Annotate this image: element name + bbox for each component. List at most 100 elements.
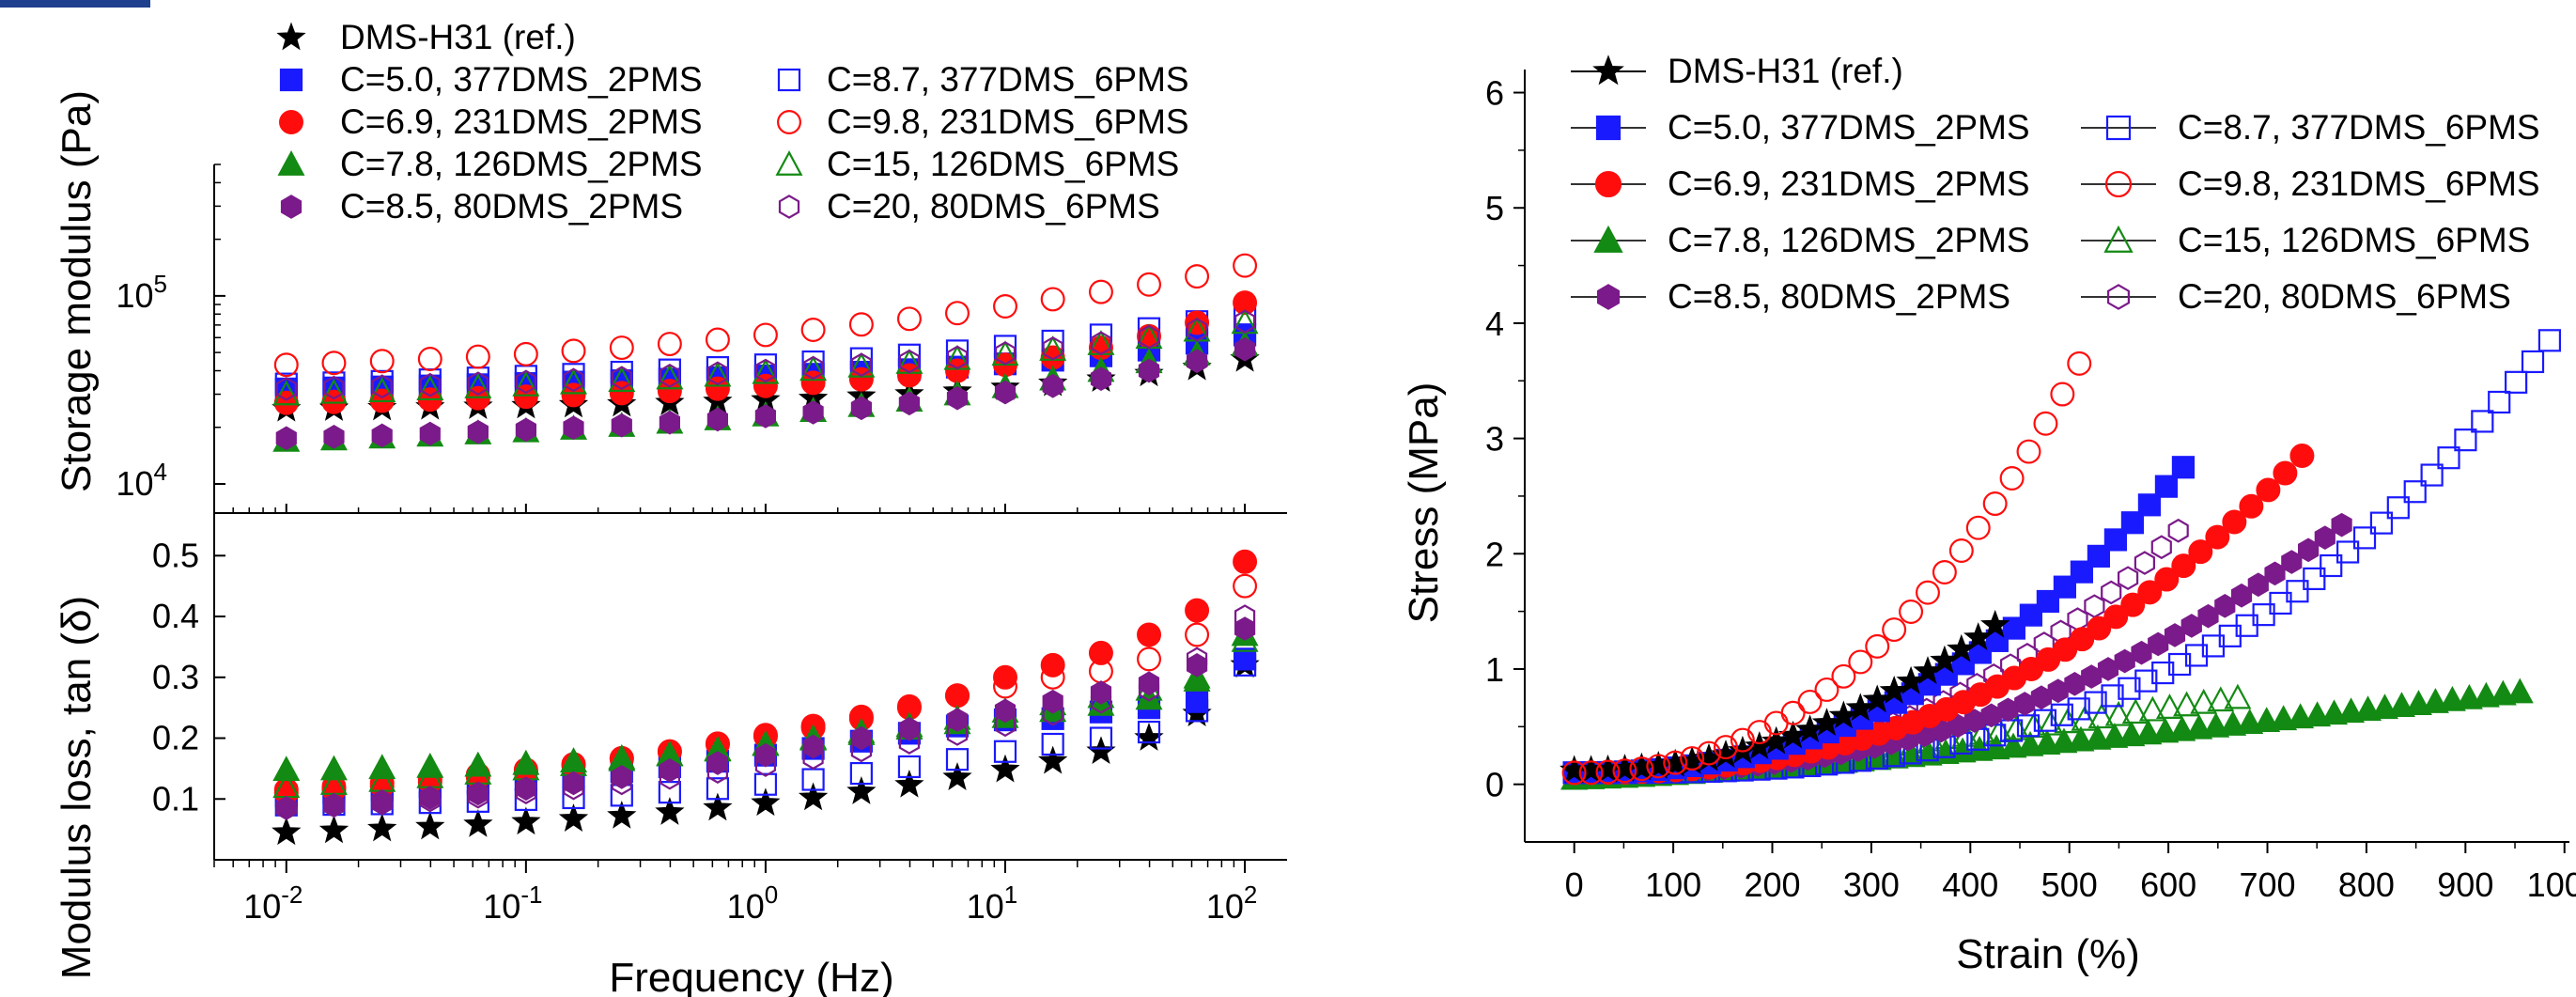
loss-point-DMS-H31 xyxy=(990,754,1020,783)
loss-point-C20 xyxy=(1042,701,1063,726)
curve-point-C15 xyxy=(2104,700,2133,726)
strain-x-label: Strain (%) xyxy=(1956,931,2140,977)
loss-point-C8.5 xyxy=(563,771,584,796)
storage-point-C8.5 xyxy=(611,413,632,438)
storage-point-C20 xyxy=(850,352,873,378)
curve-point-C8.7 xyxy=(2016,714,2041,738)
legend-label-C20: C=20, 80DMS_6PMS xyxy=(2178,277,2511,316)
loss-point-C6.9 xyxy=(1088,640,1113,665)
curve-point-DMS-H31 xyxy=(1761,725,1792,755)
loss-point-DMS-H31 xyxy=(1038,745,1068,774)
curve-point-C20 xyxy=(2150,535,2172,560)
curve-point-C9.8 xyxy=(1916,580,1940,605)
curve-point-C8.7 xyxy=(2033,709,2057,732)
storage-point-C9.8 xyxy=(369,349,395,374)
header-accent-bar xyxy=(0,0,150,8)
freq-tick-label: 102 xyxy=(1206,880,1258,926)
curve-point-C15 xyxy=(2224,683,2252,709)
storage-point-C15 xyxy=(704,361,732,387)
curve-point-C8.7 xyxy=(2067,697,2090,721)
loss-point-C6.9 xyxy=(993,664,1017,690)
storage-point-C15 xyxy=(752,358,780,384)
legend-label-C15: C=15, 126DMS_6PMS xyxy=(2178,221,2530,259)
loss-point-C8.7 xyxy=(1089,726,1113,750)
loss-point-DMS-H31 xyxy=(894,769,924,798)
loss-point-C8.7 xyxy=(1233,653,1257,677)
storage-y-ticks: 104 105 xyxy=(116,164,225,503)
legend-label-C15: C=15, 126DMS_6PMS xyxy=(827,145,1179,183)
loss-point-DMS-H31 xyxy=(318,815,349,844)
curve-point-C9.8 xyxy=(1646,754,1671,779)
legend-marker-C5.0 xyxy=(279,68,303,92)
loss-tick-label: 0.1 xyxy=(152,779,199,818)
legend-marker-C20 xyxy=(778,195,800,219)
curve-point-DMS-H31 xyxy=(1879,675,1909,704)
storage-point-C8.5 xyxy=(898,391,921,416)
storage-point-C9.8 xyxy=(1040,287,1065,312)
storage-point-C8.5 xyxy=(754,404,777,428)
loss-point-C20 xyxy=(371,790,393,816)
loss-point-C20 xyxy=(419,787,441,813)
stress-tick-label: 1 xyxy=(1485,650,1504,689)
curve-point-C20 xyxy=(2118,566,2139,590)
storage-point-C6.9 xyxy=(753,373,778,398)
loss-point-C8.7 xyxy=(706,777,730,801)
curve-point-C8.7 xyxy=(2134,669,2158,693)
curve-point-C5.0 xyxy=(2087,544,2110,568)
legend-marker-C8.5 xyxy=(1596,284,1621,310)
strain-tick-label: 500 xyxy=(2041,865,2098,904)
curve-point-C6.9 xyxy=(2070,627,2095,652)
curve-point-C6.9 xyxy=(2205,524,2230,550)
stress-tick-label: 5 xyxy=(1485,189,1504,227)
storage-point-C8.5 xyxy=(659,410,681,435)
storage-point-C9.8 xyxy=(561,338,586,364)
curve-point-C15 xyxy=(2054,708,2082,734)
storage-point-C9.8 xyxy=(896,306,922,332)
legend-marker-C9.8 xyxy=(2104,170,2133,198)
frequency-x-ticks: 10-2 10-1 100 101 102 xyxy=(213,504,1258,926)
storage-point-C9.8 xyxy=(417,347,442,371)
curve-point-C20 xyxy=(2167,518,2189,543)
curve-point-C8.7 xyxy=(2352,526,2377,550)
curve-point-C6.9 xyxy=(2154,567,2180,592)
curve-point-C8.7 xyxy=(2050,703,2073,726)
storage-point-C8.5 xyxy=(850,396,873,421)
loss-point-C8.7 xyxy=(849,761,873,786)
curve-point-C9.8 xyxy=(2016,439,2041,464)
storage-point-C9.8 xyxy=(513,341,538,366)
storage-point-C6.9 xyxy=(800,370,826,396)
curve-point-C8.5 xyxy=(2331,512,2352,537)
storage-point-C8.5 xyxy=(1138,358,1160,383)
storage-point-C15 xyxy=(368,377,396,402)
storage-point-C9.8 xyxy=(1088,279,1113,304)
legend-label-DMS-H31: DMS-H31 (ref.) xyxy=(340,18,576,56)
curve-point-C9.8 xyxy=(1595,759,1621,785)
loss-point-C20 xyxy=(323,793,345,818)
strain-tick-label: 800 xyxy=(2338,865,2395,904)
storage-point-C20 xyxy=(467,371,489,396)
storage-point-C15 xyxy=(272,380,301,406)
storage-point-C20 xyxy=(706,361,729,386)
curve-point-C6.9 xyxy=(2120,592,2146,617)
stress-tick-label: 2 xyxy=(1485,535,1504,573)
loss-point-C5.0 xyxy=(1185,690,1209,713)
storage-point-C20 xyxy=(323,375,345,400)
legend-label-C5.0: C=5.0, 377DMS_2PMS xyxy=(1668,108,2030,147)
curve-point-DMS-H31 xyxy=(1811,708,1842,737)
loss-point-C20 xyxy=(850,738,873,763)
loss-point-DMS-H31 xyxy=(367,813,397,842)
storage-point-C20 xyxy=(754,358,777,383)
storage-tick-label: 104 xyxy=(116,458,167,503)
strain-tick-label: 700 xyxy=(2239,865,2295,904)
curve-point-C8.7 xyxy=(2303,567,2326,590)
loss-point-C8.7 xyxy=(993,740,1017,763)
curve-point-C9.8 xyxy=(1982,491,2008,517)
loss-point-C20 xyxy=(275,796,297,820)
storage-point-C15 xyxy=(319,378,348,404)
loss-point-C9.8 xyxy=(1040,664,1065,690)
curve-point-C8.7 xyxy=(2386,496,2410,520)
storage-point-C9.8 xyxy=(273,352,299,378)
legend-label-C5.0: C=5.0, 377DMS_2PMS xyxy=(340,60,703,99)
curve-point-C9.8 xyxy=(1561,760,1587,786)
curve-point-C8.7 xyxy=(2488,390,2511,414)
